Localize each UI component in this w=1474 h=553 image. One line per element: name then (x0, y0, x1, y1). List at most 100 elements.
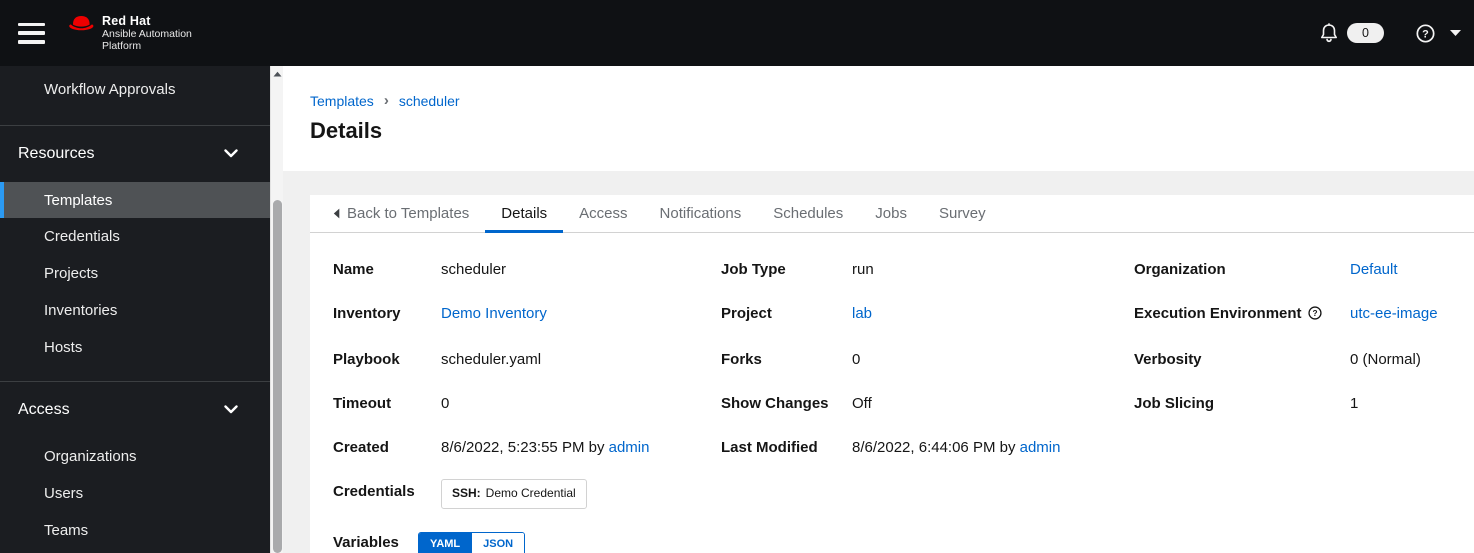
field-label-job-type: Job Type (721, 261, 786, 278)
field-label-credentials: Credentials (333, 483, 415, 500)
field-label-inventory: Inventory (333, 305, 401, 322)
project-link[interactable]: lab (852, 305, 873, 322)
field-value-verbosity: 0 (Normal) (1350, 351, 1421, 368)
brand-line-1: Red Hat (102, 14, 151, 28)
field-value-name: scheduler (441, 261, 507, 278)
help-circle-question-icon[interactable]: ? (1307, 306, 1322, 324)
tab-schedules[interactable]: Schedules (757, 195, 859, 232)
svg-text:?: ? (1422, 28, 1429, 40)
scrollbar-up-arrow-icon[interactable] (271, 66, 284, 82)
field-label-organization: Organization (1134, 261, 1226, 278)
sidebar-item-users[interactable]: Users (44, 485, 84, 502)
execution-environment-link[interactable]: utc-ee-image (1350, 305, 1438, 322)
tab-bar: Back to Templates Details Access Notific… (310, 195, 1474, 233)
field-value-job-slicing: 1 (1350, 395, 1359, 412)
masthead-toolbar: 0 ? (1320, 23, 1474, 43)
sidebar-item-inventories[interactable]: Inventories (44, 302, 118, 319)
caret-left-icon (333, 208, 340, 219)
field-value-variables: YAML JSON (418, 532, 1450, 553)
breadcrumb-chevron-icon: › (383, 92, 389, 109)
yaml-toggle-button[interactable]: YAML (419, 533, 472, 553)
sidebar-item-workflow-approvals[interactable]: Workflow Approvals (44, 81, 176, 98)
sidebar-group-resources[interactable]: Resources (0, 126, 270, 182)
brand-line-2: Ansible Automation (102, 28, 192, 40)
credential-chip-name: Demo Credential (485, 486, 576, 500)
sidebar-item-teams[interactable]: Teams (44, 522, 89, 539)
chevron-down-icon (224, 401, 238, 419)
sidebar-item-organizations[interactable]: Organizations (44, 448, 137, 465)
field-label-show-changes: Show Changes (721, 395, 829, 412)
help-question-icon[interactable]: ? (1416, 23, 1435, 43)
organization-link[interactable]: Default (1350, 261, 1398, 278)
sidebar-divider (0, 381, 270, 382)
nav-toggle-hamburger-icon[interactable] (18, 22, 45, 44)
sidebar-scrollbar[interactable] (270, 66, 283, 553)
field-value-job-type: run (852, 261, 874, 278)
field-value-show-changes: Off (852, 395, 872, 412)
json-toggle-button[interactable]: JSON (471, 533, 525, 553)
sidebar-nav: Workflow Approvals Resources Templates C… (0, 66, 270, 553)
credential-chip[interactable]: SSH: Demo Credential (441, 479, 587, 509)
tab-back-to-templates[interactable]: Back to Templates (317, 195, 485, 232)
field-label-project: Project (721, 305, 772, 322)
field-label-execution-environment: Execution Environment? (1134, 303, 1350, 326)
field-value-timeout: 0 (441, 395, 450, 412)
field-value-created: 8/6/2022, 5:23:55 PM by admin (441, 437, 721, 458)
field-label-verbosity: Verbosity (1134, 351, 1202, 368)
tab-access[interactable]: Access (563, 195, 643, 232)
breadcrumb-link-templates[interactable]: Templates (310, 93, 374, 109)
field-value-credentials: SSH: Demo Credential (441, 479, 1450, 509)
scrollbar-thumb[interactable] (272, 200, 282, 553)
created-by-user-link[interactable]: admin (608, 439, 650, 456)
sidebar-item-credentials[interactable]: Credentials (44, 228, 120, 245)
chevron-down-icon (224, 145, 238, 163)
details-list: Name scheduler Job Type run Organization… (310, 233, 1474, 553)
sidebar-group-resources-label: Resources (18, 145, 95, 162)
redhat-fedora-icon (69, 14, 94, 36)
sidebar-divider (0, 125, 270, 126)
field-label-forks: Forks (721, 351, 762, 368)
notifications-bell-icon[interactable] (1320, 23, 1338, 43)
breadcrumb-link-scheduler[interactable]: scheduler (398, 93, 460, 109)
details-card: Back to Templates Details Access Notific… (310, 195, 1474, 553)
field-label-job-slicing: Job Slicing (1134, 395, 1215, 412)
field-label-variables: Variables (333, 534, 399, 551)
masthead: Red Hat Ansible Automation Platform 0 ? (0, 0, 1474, 66)
sidebar-group-access-label: Access (18, 401, 70, 418)
inventory-link[interactable]: Demo Inventory (441, 305, 547, 322)
tab-jobs[interactable]: Jobs (859, 195, 923, 232)
sidebar-item-hosts[interactable]: Hosts (44, 339, 83, 356)
tab-back-label: Back to Templates (347, 205, 470, 222)
sidebar-group-access[interactable]: Access (0, 382, 270, 438)
brand-logo: Red Hat Ansible Automation Platform (69, 14, 192, 52)
main-content: Templates › scheduler Details Back to Te… (283, 66, 1474, 553)
notification-count-badge[interactable]: 0 (1347, 23, 1384, 43)
breadcrumb: Templates › scheduler (310, 93, 1474, 109)
field-value-playbook: scheduler.yaml (441, 351, 542, 368)
brand-text: Red Hat Ansible Automation Platform (102, 14, 192, 52)
tab-notifications[interactable]: Notifications (644, 195, 758, 232)
field-label-last-modified: Last Modified (721, 439, 818, 456)
modified-timestamp: 8/6/2022, 6:44:06 PM by (852, 439, 1020, 456)
execution-environment-label-text: Execution Environment (1134, 305, 1302, 322)
modified-by-user-link[interactable]: admin (1019, 439, 1061, 456)
created-timestamp: 8/6/2022, 5:23:55 PM by (441, 439, 609, 456)
field-value-forks: 0 (852, 351, 861, 368)
brand-line-3: Platform (102, 40, 142, 52)
sidebar-item-templates[interactable]: Templates (0, 182, 270, 218)
field-label-playbook: Playbook (333, 351, 400, 368)
field-label-name: Name (333, 261, 374, 278)
tab-survey[interactable]: Survey (923, 195, 1002, 232)
credential-chip-type: SSH: (452, 486, 481, 500)
field-label-created: Created (333, 439, 389, 456)
svg-text:?: ? (1312, 308, 1317, 318)
field-value-last-modified: 8/6/2022, 6:44:06 PM by admin (852, 437, 1134, 458)
tab-details[interactable]: Details (485, 195, 564, 233)
user-menu-caret-down-icon[interactable] (1449, 29, 1462, 37)
field-label-timeout: Timeout (333, 395, 392, 412)
variables-format-toggle: YAML JSON (418, 532, 526, 553)
page-title: Details (310, 118, 383, 143)
sidebar-item-projects[interactable]: Projects (44, 265, 99, 282)
page-header: Templates › scheduler Details (283, 66, 1474, 171)
